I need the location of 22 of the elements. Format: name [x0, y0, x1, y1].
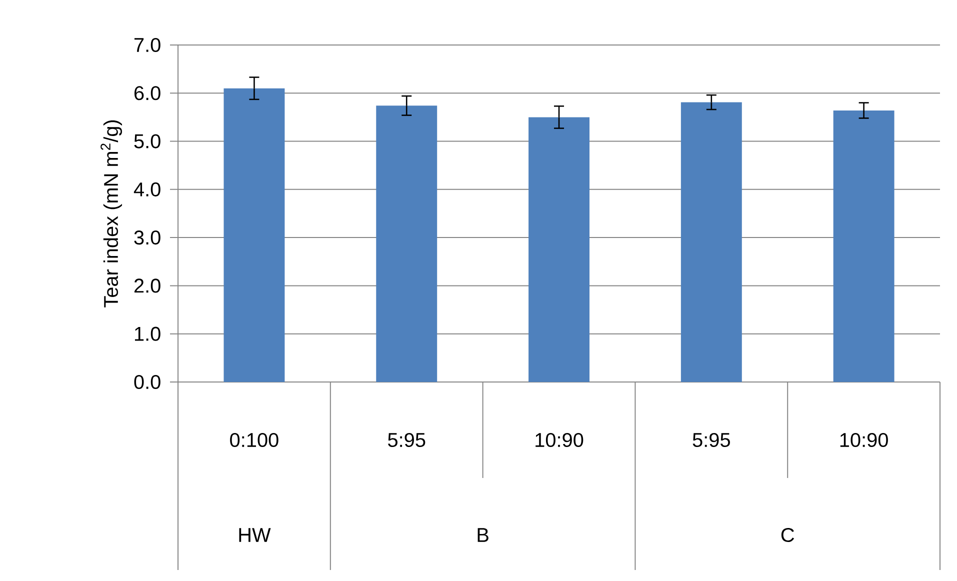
- x-tick-label: 5:95: [692, 432, 730, 448]
- y-tick-label: 0.0: [134, 374, 160, 390]
- y-tick-label: 2.0: [134, 278, 160, 293]
- x-tick-label: 5:95: [388, 432, 426, 448]
- y-tick-label: 1.0: [134, 326, 160, 341]
- bar: [376, 106, 438, 382]
- y-axis-title: Tear index (mN m$^{2}$/g): [100, 120, 122, 308]
- text: C: [781, 528, 794, 542]
- x-tick-label: 10:90: [840, 432, 888, 448]
- x-tick-label: 0:100: [230, 432, 278, 448]
- text: HW: [239, 528, 271, 542]
- bar: [528, 117, 590, 382]
- bar: [833, 110, 894, 382]
- text: B: [478, 528, 488, 542]
- bar: [680, 102, 742, 382]
- y-tick-label: 6.0: [134, 86, 160, 100]
- y-tick-label: 7.0: [134, 38, 160, 52]
- y-tick-label: 3.0: [134, 230, 160, 245]
- bar: [224, 88, 285, 382]
- y-tick-label: 4.0: [134, 182, 160, 196]
- y-tick-label: 5.0: [134, 134, 160, 148]
- x-tick-label: 10:90: [536, 432, 584, 448]
